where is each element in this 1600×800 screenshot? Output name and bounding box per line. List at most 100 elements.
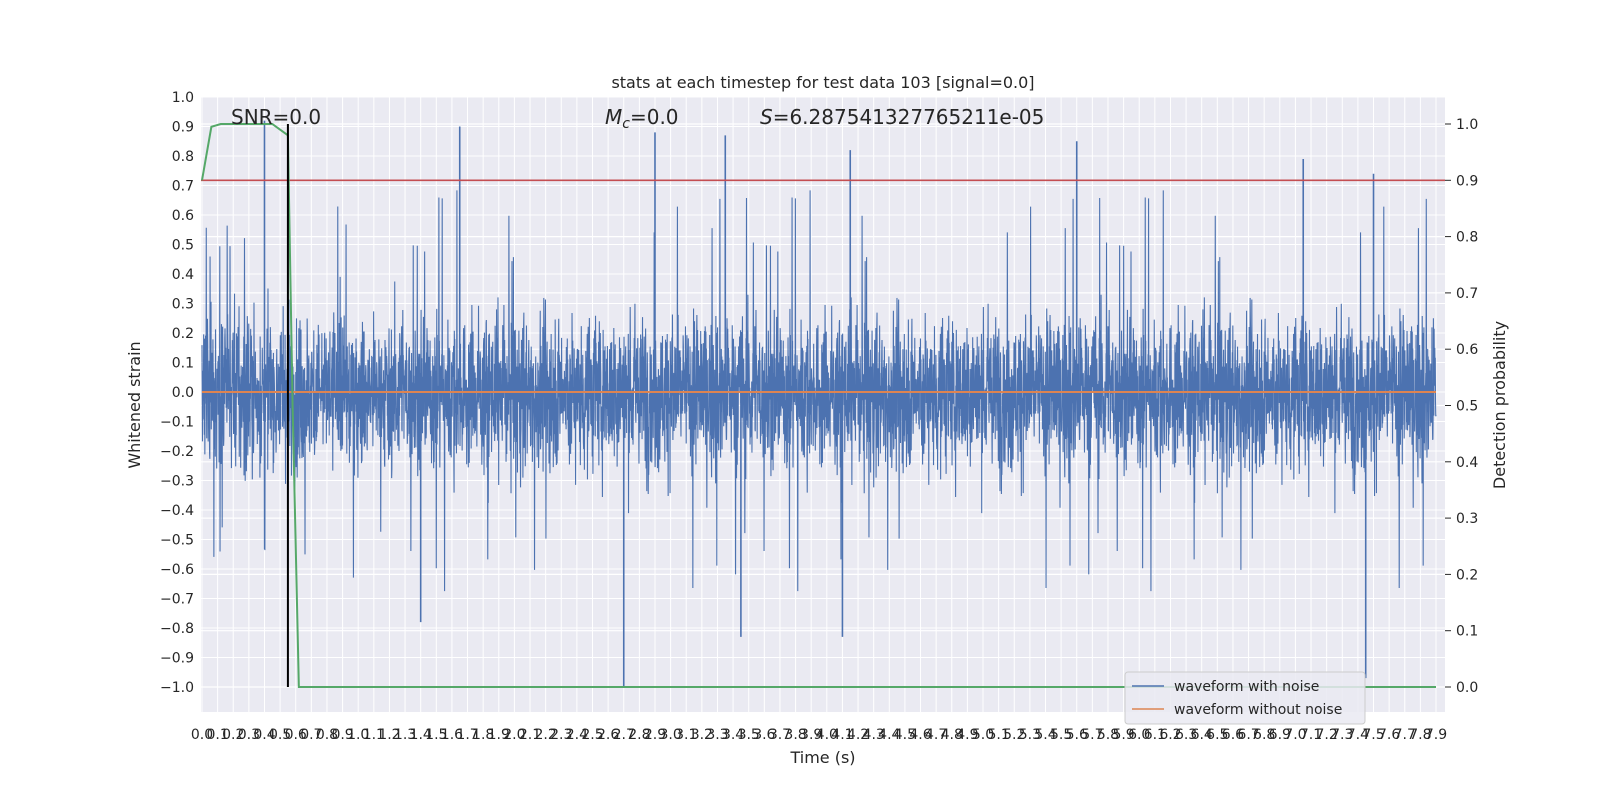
x-tick-label: 4.9	[956, 727, 978, 743]
y-right-tick-label: 0.8	[1456, 230, 1478, 246]
x-axis-ticks: 0.00.10.20.30.40.50.60.70.80.91.01.11.21…	[191, 727, 1447, 743]
x-tick-label: 3.7	[769, 727, 791, 743]
x-tick-label: 1.8	[472, 727, 494, 743]
x-tick-label: 0.0	[191, 727, 213, 743]
y-left-tick-label: 0.4	[172, 267, 194, 283]
x-tick-label: 0.2	[222, 727, 244, 743]
y-right-tick-label: 0.4	[1456, 455, 1478, 471]
y-left-tick-label: −0.3	[160, 474, 194, 490]
x-tick-label: 1.5	[425, 727, 447, 743]
x-tick-label: 5.3	[1019, 727, 1041, 743]
y-right-tick-label: 0.6	[1456, 342, 1478, 358]
x-tick-label: 1.3	[394, 727, 416, 743]
y-right-tick-label: 1.0	[1456, 117, 1478, 133]
x-tick-label: 6.3	[1175, 727, 1197, 743]
legend-label-noise: waveform with noise	[1174, 679, 1319, 695]
x-tick-label: 2.8	[628, 727, 650, 743]
y-right-tick-label: 0.7	[1456, 286, 1478, 302]
y-left-tick-label: 0.0	[172, 385, 194, 401]
x-tick-label: 4.3	[863, 727, 885, 743]
x-tick-label: 3.6	[753, 727, 775, 743]
waveform-with-noise-line	[201, 190, 1437, 592]
x-tick-label: 7.1	[1300, 727, 1322, 743]
x-axis-label: Time (s)	[789, 748, 855, 767]
x-tick-label: 6.5	[1206, 727, 1228, 743]
x-tick-label: 3.1	[675, 727, 697, 743]
x-tick-label: 4.1	[831, 727, 853, 743]
x-tick-label: 3.9	[800, 727, 822, 743]
snr-annotation: SNR=0.0	[231, 105, 321, 129]
x-tick-label: 2.0	[503, 727, 525, 743]
y-axis-left-ticks: 1.0 0.9 0.8 0.7 0.6 0.5 0.4 0.3 0.2 0.1 0.0 −0.1 −0.…	[160, 90, 194, 696]
x-tick-label: 2.2	[535, 727, 557, 743]
series-waveform-with-noise	[201, 120, 1437, 687]
x-tick-label: 7.3	[1331, 727, 1353, 743]
y-left-tick-label: 0.8	[172, 149, 194, 165]
x-tick-label: 0.3	[238, 727, 260, 743]
x-tick-label: 3.3	[706, 727, 728, 743]
x-tick-label: 1.6	[441, 727, 463, 743]
x-tick-label: 6.2	[1159, 727, 1181, 743]
chirp-mass-value: =0.0	[630, 105, 679, 129]
chirp-mass-annotation: Mc=0.0	[605, 105, 679, 132]
x-tick-label: 5.5	[1050, 727, 1072, 743]
x-tick-label: 6.9	[1269, 727, 1291, 743]
y-left-tick-label: −0.8	[160, 621, 194, 637]
s-value: =6.287541327765211e-05	[773, 105, 1045, 129]
x-tick-label: 7.5	[1362, 727, 1384, 743]
x-tick-label: 0.6	[285, 727, 307, 743]
x-tick-label: 2.4	[566, 727, 588, 743]
series-detection-probability	[201, 123, 1436, 688]
s-symbol: S	[760, 105, 773, 129]
y-left-tick-label: 0.2	[172, 326, 194, 342]
x-tick-label: 0.4	[253, 727, 275, 743]
y-left-tick-label: 0.5	[172, 238, 194, 254]
x-tick-label: 4.6	[909, 727, 931, 743]
x-tick-label: 3.4	[722, 727, 744, 743]
x-tick-label: 1.7	[456, 727, 478, 743]
y-left-tick-label: 0.3	[172, 297, 194, 313]
x-tick-label: 4.5	[894, 727, 916, 743]
x-tick-label: 1.4	[410, 727, 432, 743]
x-tick-label: 6.6	[1222, 727, 1244, 743]
legend: waveform with noise waveform without noi…	[1124, 671, 1366, 725]
x-tick-label: 6.7	[1237, 727, 1259, 743]
x-tick-label: 5.0	[972, 727, 994, 743]
legend-label-clean: waveform without noise	[1174, 702, 1342, 718]
x-tick-label: 2.9	[644, 727, 666, 743]
x-tick-label: 1.0	[347, 727, 369, 743]
y-left-tick-label: −0.4	[160, 503, 194, 519]
x-tick-label: 1.9	[488, 727, 510, 743]
chirp-mass-subscript: c	[622, 116, 630, 132]
x-tick-label: 6.1	[1144, 727, 1166, 743]
y-right-tick-label: 0.5	[1456, 399, 1478, 415]
y-right-tick-label: 0.2	[1456, 567, 1478, 583]
y-left-tick-label: −1.0	[160, 680, 194, 696]
chirp-mass-symbol: M	[605, 105, 622, 129]
x-tick-label: 2.6	[597, 727, 619, 743]
x-tick-label: 6.0	[1128, 727, 1150, 743]
x-tick-label: 4.0	[816, 727, 838, 743]
x-tick-label: 3.8	[784, 727, 806, 743]
x-tick-label: 7.0	[1284, 727, 1306, 743]
x-tick-label: 5.6	[1066, 727, 1088, 743]
y-left-tick-label: −0.5	[160, 533, 194, 549]
x-tick-label: 0.7	[300, 727, 322, 743]
x-tick-label: 5.8	[1097, 727, 1119, 743]
y-left-tick-label: 0.6	[172, 208, 194, 224]
x-tick-label: 2.5	[581, 727, 603, 743]
x-tick-label: 5.7	[1081, 727, 1103, 743]
y-right-tick-label: 0.9	[1456, 173, 1478, 189]
x-tick-label: 0.1	[206, 727, 228, 743]
x-tick-label: 6.8	[1253, 727, 1275, 743]
y-right-tick-label: 0.3	[1456, 511, 1478, 527]
y-right-tick-label: 0.1	[1456, 624, 1478, 640]
y-left-tick-label: 0.7	[172, 179, 194, 195]
y-left-tick-label: −0.7	[160, 592, 194, 608]
x-tick-label: 5.2	[1003, 727, 1025, 743]
x-tick-label: 0.8	[316, 727, 338, 743]
detection-probability-line	[201, 123, 1436, 688]
x-tick-label: 7.7	[1394, 727, 1416, 743]
x-tick-label: 5.4	[1034, 727, 1056, 743]
y-left-tick-label: 1.0	[172, 90, 194, 106]
